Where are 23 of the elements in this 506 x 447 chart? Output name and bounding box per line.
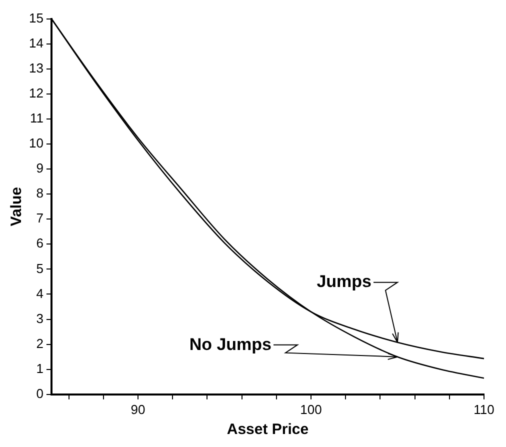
y-tick-label: 2 [36,336,44,351]
x-tick-label: 100 [300,402,322,417]
y-tick-label: 1 [36,360,44,376]
y-tick-label: 7 [36,210,44,226]
y-tick-label: 10 [28,136,44,151]
y-tick-label: 9 [36,160,44,176]
y-axis-title: Value [8,187,26,226]
x-tick-label: 110 [474,402,494,417]
y-tick-label: 14 [28,35,44,50]
x-tick-label: 90 [130,402,146,417]
y-tick-label: 3 [36,310,44,326]
text: No Jumps [189,334,272,356]
y-tick-label: 13 [28,60,44,76]
series-label: Jumps [316,271,372,294]
y-tick-label: 15 [28,10,44,26]
y-tick-label: 0 [36,386,44,401]
x-axis-title: Asset Price [226,421,309,438]
y-tick-label: 12 [28,86,44,100]
y-tick-label: 6 [36,236,44,251]
y-tick-label: 11 [30,110,44,126]
y-tick-label: 4 [36,286,44,301]
y-tick-label: 5 [36,260,44,276]
y-tick-label: 8 [36,186,44,201]
